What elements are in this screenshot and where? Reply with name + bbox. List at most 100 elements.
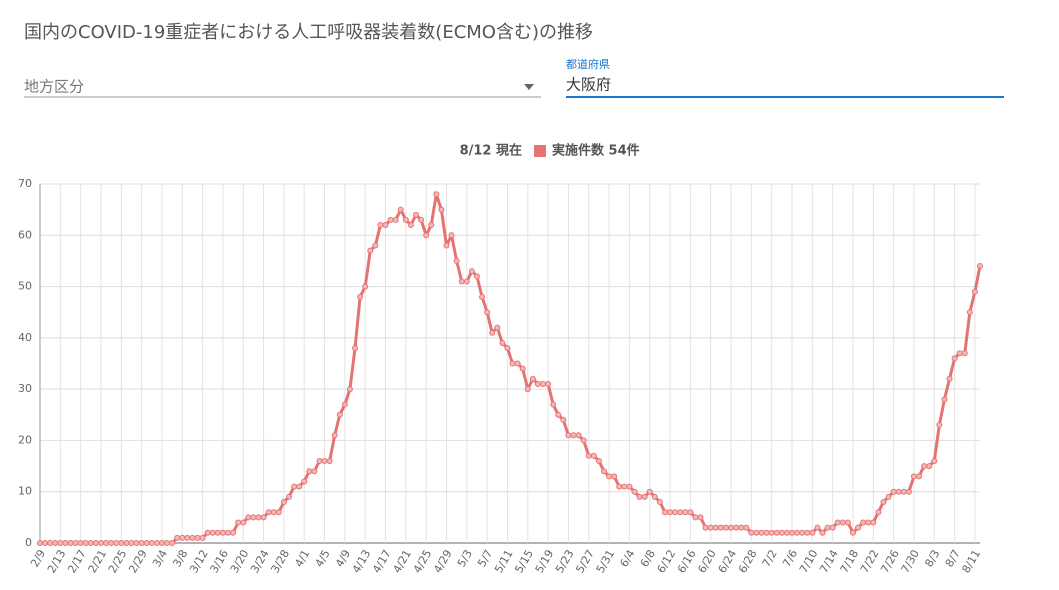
- data-point: [245, 514, 252, 521]
- x-tick-label: 2/13: [45, 548, 69, 576]
- data-point: [504, 345, 511, 352]
- data-point: [611, 473, 618, 480]
- data-point: [352, 345, 359, 352]
- data-point: [936, 422, 943, 429]
- prefecture-select[interactable]: 都道府県 大阪府: [566, 57, 1004, 98]
- data-point: [921, 463, 928, 470]
- x-tick-label: 6/4: [617, 547, 637, 569]
- x-tick-label: 3/16: [208, 548, 232, 576]
- data-point: [606, 473, 613, 480]
- data-point: [748, 529, 755, 536]
- data-point: [92, 540, 99, 546]
- data-point: [524, 386, 531, 393]
- x-tick-label: 5/31: [594, 548, 618, 576]
- data-point: [179, 534, 186, 541]
- data-point: [844, 519, 851, 526]
- x-tick-label: 6/24: [716, 548, 740, 576]
- data-point: [42, 540, 49, 546]
- data-point: [397, 206, 404, 213]
- x-tick-label: 2/29: [126, 548, 150, 576]
- x-tick-label: 6/28: [736, 548, 760, 576]
- select-value: 大阪府: [566, 76, 611, 94]
- data-point: [829, 524, 836, 531]
- x-tick-label: 5/19: [533, 548, 557, 576]
- x-tick-label: 7/22: [858, 548, 882, 576]
- data-point: [285, 493, 292, 500]
- data-point: [204, 529, 211, 536]
- y-tick-label: 70: [18, 177, 32, 190]
- data-point: [499, 339, 506, 346]
- data-point: [692, 514, 699, 521]
- data-point: [214, 529, 221, 536]
- data-point: [743, 524, 750, 531]
- data-point: [865, 519, 872, 526]
- data-point: [438, 206, 445, 213]
- data-point: [372, 242, 379, 249]
- data-point: [626, 483, 633, 490]
- data-point: [407, 222, 414, 229]
- data-point: [291, 483, 298, 490]
- data-point: [275, 509, 282, 516]
- data-point: [87, 540, 94, 546]
- data-point: [824, 524, 831, 531]
- data-point: [509, 360, 516, 367]
- x-tick-label: 4/29: [431, 548, 455, 576]
- data-point: [900, 488, 907, 495]
- data-point: [707, 524, 714, 531]
- data-point: [875, 509, 882, 516]
- x-tick-label: 3/4: [150, 547, 170, 569]
- data-point: [956, 350, 963, 357]
- data-point: [62, 540, 69, 546]
- region-select[interactable]: 地方区分: [24, 78, 541, 98]
- y-tick-label: 30: [18, 382, 32, 395]
- data-point: [377, 222, 384, 229]
- data-point: [819, 529, 826, 536]
- data-point: [570, 432, 577, 439]
- data-point: [357, 293, 364, 300]
- data-point: [235, 519, 242, 526]
- data-point: [128, 540, 135, 546]
- data-point: [794, 529, 801, 536]
- data-point: [839, 519, 846, 526]
- x-tick-label: 4/13: [350, 548, 374, 576]
- data-point: [428, 222, 435, 229]
- data-point: [153, 540, 160, 546]
- x-tick-label: 4/9: [333, 547, 353, 569]
- data-point: [169, 540, 176, 546]
- data-point: [916, 473, 923, 480]
- x-tick-label: 5/3: [455, 547, 475, 569]
- data-point: [789, 529, 795, 536]
- data-point: [123, 540, 130, 546]
- data-point: [946, 375, 953, 382]
- data-point: [529, 375, 536, 382]
- x-tick-label: 3/28: [268, 548, 292, 576]
- data-point: [97, 540, 104, 546]
- data-point: [910, 473, 917, 480]
- data-point: [722, 524, 729, 531]
- x-tick-label: 4/21: [390, 548, 414, 576]
- data-point: [468, 268, 475, 275]
- data-point: [199, 534, 206, 541]
- data-point: [143, 540, 150, 546]
- data-point: [519, 365, 526, 372]
- x-tick-label: 2/9: [28, 547, 48, 569]
- data-point: [174, 534, 181, 541]
- x-tick-label: 2/25: [106, 548, 130, 576]
- data-point: [870, 519, 877, 526]
- x-tick-label: 4/1: [292, 548, 312, 570]
- select-placeholder: 地方区分: [24, 78, 84, 96]
- data-point: [413, 211, 419, 218]
- data-point: [778, 529, 785, 536]
- legend-label: 実施件数 54件: [552, 143, 640, 159]
- data-point: [382, 222, 389, 229]
- y-tick-label: 0: [25, 536, 32, 549]
- data-point: [57, 540, 64, 546]
- data-point: [194, 534, 201, 541]
- data-point: [336, 411, 343, 418]
- data-point: [758, 529, 765, 536]
- data-point: [113, 540, 120, 546]
- x-tick-label: 7/30: [899, 548, 923, 576]
- page-title: 国内のCOVID-19重症者における人工呼吸器装着数(ECMO含む)の推移: [24, 22, 593, 43]
- data-point: [423, 232, 430, 239]
- data-point: [585, 452, 592, 459]
